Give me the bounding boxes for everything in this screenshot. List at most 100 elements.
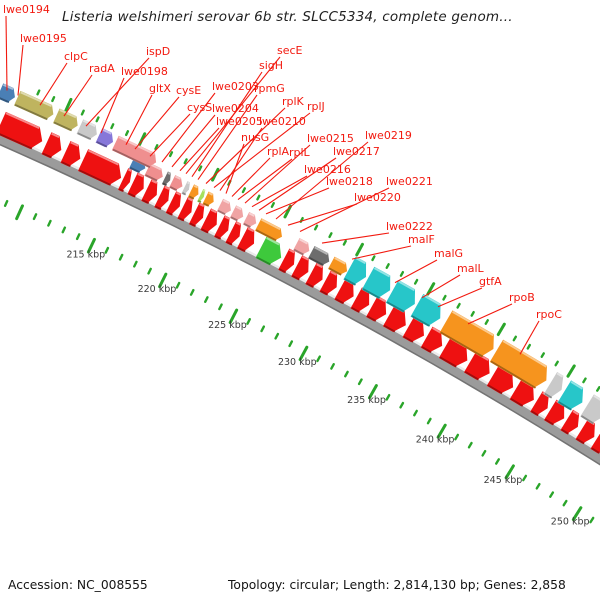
gene-label-rpoC[interactable]: rpoC [536,308,562,321]
gene-arrow[interactable] [236,226,260,254]
ruler-tick-outer [36,89,41,96]
gene-label-sigH[interactable]: sigH [259,59,284,72]
gene-arrow[interactable] [328,256,350,278]
gene-arrow[interactable] [213,215,234,241]
gene-arrow[interactable] [278,248,299,276]
gene-arrow[interactable] [78,149,126,189]
gene-arrow[interactable] [543,372,569,401]
gene-label-ispD[interactable]: ispD [146,45,171,58]
ruler-tick-inner [562,499,568,507]
gene-label-malL[interactable]: malL [457,262,484,275]
leader-line [258,157,337,211]
gene-label-rpmG[interactable]: rpmG [254,82,285,95]
gene-label-lwe0195[interactable]: lwe0195 [20,32,67,45]
gene-arrow[interactable] [0,83,18,104]
gene-arrow[interactable] [216,198,234,217]
ruler-tick-outer [582,377,587,384]
ruler-tick-inner [367,384,378,400]
gene-arrow[interactable] [52,108,81,133]
gene-arrow[interactable] [489,339,553,392]
gene-label-rplA[interactable]: rplA [267,145,290,158]
gene-arrow[interactable] [177,196,196,223]
gene-arrow[interactable] [242,211,260,230]
gene-arrow[interactable] [41,132,67,161]
gene-arrow[interactable] [590,428,600,457]
leader-line [149,113,191,157]
gene-arrow[interactable] [229,205,247,223]
gene-arrow[interactable] [439,310,499,360]
gene-label-lwe0203[interactable]: lwe0203 [212,80,259,93]
gene-arrow[interactable] [200,208,222,235]
gene-arrow[interactable] [117,168,135,193]
ruler-tick-outer [154,144,159,151]
gene-arrow[interactable] [197,188,207,203]
gene-label-nusG[interactable]: nusG [241,131,270,144]
ruler-tick-inner [426,417,432,425]
gene-arrow[interactable] [111,135,160,170]
gene-arrow[interactable] [202,191,216,209]
gene-arrow[interactable] [0,111,47,152]
gene-label-lwe0216[interactable]: lwe0216 [304,163,351,176]
gene-label-lwe0194[interactable]: lwe0194 [3,3,50,16]
gene-arrow[interactable] [291,255,314,282]
gene-arrow[interactable] [60,140,85,170]
gene-arrow[interactable] [385,280,421,315]
gene-label-cysS[interactable]: cysS [187,101,213,114]
gene-arrow[interactable] [127,172,148,200]
gene-label-cysE[interactable]: cysE [176,84,202,97]
gene-label-rplJ[interactable]: rplJ [307,100,325,113]
gene-label-gltX[interactable]: gltX [149,82,171,95]
gene-label-lwe0205[interactable]: lwe0205 [216,115,263,128]
gene-arrow[interactable] [141,179,162,206]
gene-label-rplL[interactable]: rplL [289,146,310,159]
gene-arrow[interactable] [255,218,285,243]
gene-arrow[interactable] [161,171,173,187]
leader-line [161,92,216,163]
gene-label-rplK[interactable]: rplK [282,95,304,108]
gene-arrow[interactable] [420,326,448,357]
gene-arrow[interactable] [225,221,245,247]
gene-label-rpoB[interactable]: rpoB [509,291,535,304]
gene-arrow[interactable] [580,394,600,427]
gene-arrow[interactable] [293,237,312,257]
gene-label-lwe0220[interactable]: lwe0220 [354,191,401,204]
gene-label-lwe0215[interactable]: lwe0215 [307,132,354,145]
gene-arrow[interactable] [181,181,192,196]
ruler-tick-outer [496,322,506,337]
gene-arrow[interactable] [169,175,185,193]
gene-label-lwe0217[interactable]: lwe0217 [333,145,380,158]
gene-arrow[interactable] [305,262,328,290]
gene-arrow[interactable] [255,236,286,269]
gene-arrow[interactable] [95,128,117,149]
gene-label-clpC[interactable]: clpC [64,50,88,63]
gene-arrow[interactable] [308,245,332,268]
gene-arrow[interactable] [361,266,397,302]
gene-arrow[interactable] [188,202,209,229]
gene-label-lwe0210[interactable]: lwe0210 [259,115,306,128]
ruler-tick-outer [385,263,390,269]
ruler-label: 230 kbp [278,357,317,368]
gene-label-lwe0222[interactable]: lwe0222 [386,220,433,233]
gene-label-radA[interactable]: radA [89,62,115,75]
leader-line [467,303,513,325]
gene-arrow[interactable] [76,119,101,141]
gene-label-lwe0221[interactable]: lwe0221 [386,175,433,188]
gene-arrow[interactable] [13,90,57,122]
gene-arrow[interactable] [165,191,185,217]
gene-label-lwe0198[interactable]: lwe0198 [121,65,168,78]
gene-label-lwe0218[interactable]: lwe0218 [326,175,373,188]
gene-arrow[interactable] [560,409,584,437]
gene-label-malG[interactable]: malG [434,247,464,260]
gene-arrow[interactable] [154,185,173,212]
gene-label-lwe0219[interactable]: lwe0219 [365,129,412,142]
gene-arrow[interactable] [343,256,372,289]
gene-label-lwe0204[interactable]: lwe0204 [212,102,259,115]
gene-arrow[interactable] [319,270,342,297]
gene-label-gtfA[interactable]: gtfA [479,275,502,288]
gene-label-secE[interactable]: secE [277,44,303,57]
gene-arrow[interactable] [410,293,447,330]
gene-arrow[interactable] [187,184,202,200]
gene-label-malF[interactable]: malF [408,233,435,246]
gene-arrow[interactable] [557,380,590,413]
